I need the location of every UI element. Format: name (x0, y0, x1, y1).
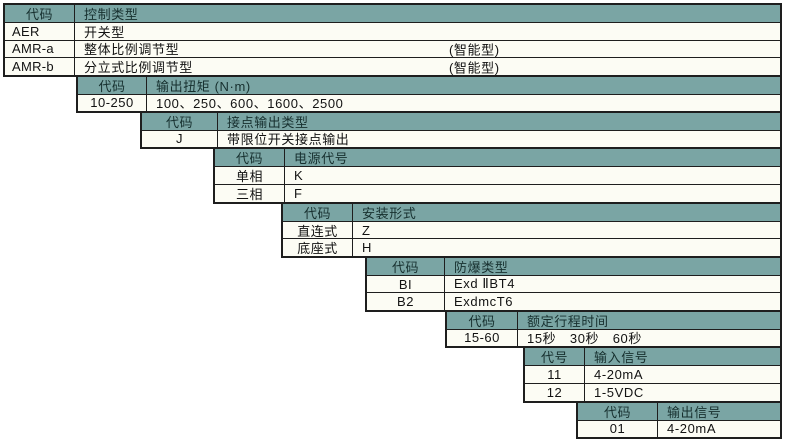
code-cell: AMR-b (5, 58, 75, 75)
code-cell: J (142, 130, 218, 147)
table-row: 底座式 H (283, 238, 780, 256)
desc-cell: 开关型 (84, 24, 125, 40)
table-row: 10-250 100、250、600、1600、2500 (78, 93, 780, 112)
header-code-cell: 代码 (215, 149, 285, 166)
desc-cell: 4-20mA (594, 367, 644, 382)
desc-cell: H (362, 240, 372, 256)
desc-cell: 100、250、600、1600、2500 (156, 96, 344, 112)
code-cell: 底座式 (283, 239, 353, 256)
table-row: 直连式 Z (283, 220, 780, 239)
header-row: 代码 接点输出类型 (142, 113, 780, 130)
block-rated-travel-time: 代码 额定行程时间 15-60 15秒 30秒 60秒 (445, 310, 782, 348)
header-code-cell: 代码 (5, 5, 75, 22)
header-row: 代码 电源代号 (215, 149, 780, 166)
desc-cell: 分立式比例调节型 (智能型) (75, 58, 780, 75)
code-cell: 直连式 (283, 221, 353, 239)
table-row: 12 1-5VDC (525, 383, 780, 401)
desc-cell: 带限位开关接点输出 (227, 132, 350, 148)
header-label-cell: 输出信号 (667, 404, 722, 420)
desc-cell: F (294, 186, 303, 201)
code-cell: 12 (525, 384, 585, 401)
header-label-cell: 额定行程时间 (527, 313, 609, 329)
desc-cell: 整体比例调节型 (智能型) (75, 41, 780, 58)
code-cell: AER (5, 22, 75, 40)
desc-cell: 4-20mA (667, 421, 717, 437)
table-row: AER 开关型 (5, 21, 780, 40)
header-label-cell: 防爆类型 (454, 259, 509, 275)
header-label-cell: 电源代号 (294, 151, 349, 166)
header-label-cell: 接点输出类型 (227, 114, 309, 130)
block-input-signal: 代号 输入信号 11 4-20mA 12 1-5VDC (523, 346, 782, 403)
header-row: 代码 防爆类型 (367, 258, 780, 275)
block-power-code: 代码 电源代号 单相 K 三相 F (213, 147, 782, 204)
header-label-cell: 输入信号 (594, 350, 649, 365)
code-cell: B2 (367, 293, 445, 311)
desc-cell: 1-5VDC (594, 385, 644, 400)
code-cell: AMR-a (5, 40, 75, 58)
table-row: J 带限位开关接点输出 (142, 129, 780, 148)
header-code-cell: 代码 (367, 258, 445, 275)
header-row: 代码 控制类型 (5, 5, 780, 22)
code-cell: 11 (525, 366, 585, 383)
block-output-torque: 代码 输出扭矩 (N·m) 10-250 100、250、600、1600、25… (76, 75, 782, 113)
block-control-type: 代码 控制类型 AER 开关型 AMR-a 整体比例调节型 (智能型) AMR-… (3, 3, 782, 77)
header-code-cell: 代码 (283, 204, 353, 221)
table-row: 01 4-20mA (578, 419, 780, 437)
header-label-cell: 输出扭矩 (N·m) (156, 78, 251, 94)
table-row: AMR-b 分立式比例调节型 (智能型) (5, 57, 780, 75)
code-cell: 三相 (215, 185, 285, 202)
header-row: 代号 输入信号 (525, 348, 780, 365)
code-cell: 01 (578, 420, 658, 437)
table-row: 三相 F (215, 184, 780, 202)
table-row: BI Exd ⅡBT4 (367, 274, 780, 293)
desc-cell: K (294, 168, 304, 183)
table-row: AMR-a 整体比例调节型 (智能型) (5, 39, 780, 58)
code-cell: BI (367, 275, 445, 293)
header-row: 代码 安装形式 (283, 204, 780, 221)
header-row: 代码 输出信号 (578, 403, 780, 420)
header-label-cell: 安装形式 (362, 205, 417, 221)
header-code-cell: 代号 (525, 348, 585, 365)
header-row: 代码 额定行程时间 (447, 312, 780, 329)
header-code-cell: 代码 (578, 403, 658, 420)
header-code-cell: 代码 (447, 312, 518, 329)
desc-text: 分立式比例调节型 (84, 60, 193, 76)
code-cell: 单相 (215, 167, 285, 184)
block-mounting-type: 代码 安装形式 直连式 Z 底座式 H (281, 202, 782, 258)
desc-cell: ExdmcT6 (454, 294, 514, 310)
table-row: B2 ExdmcT6 (367, 292, 780, 311)
table-row: 单相 K (215, 166, 780, 184)
block-explosion-proof-type: 代码 防爆类型 BI Exd ⅡBT4 B2 ExdmcT6 (365, 256, 782, 312)
desc-cell: 15秒 30秒 60秒 (527, 331, 642, 347)
header-label-cell: 控制类型 (84, 6, 139, 22)
block-output-signal: 代码 输出信号 01 4-20mA (576, 401, 782, 439)
block-contact-output: 代码 接点输出类型 J 带限位开关接点输出 (140, 111, 782, 149)
desc-cell: Exd ⅡBT4 (454, 276, 516, 291)
code-cell: 15-60 (447, 329, 518, 346)
smart-type-note: (智能型) (449, 42, 500, 58)
smart-type-note: (智能型) (449, 60, 500, 76)
table-row: 11 4-20mA (525, 365, 780, 383)
header-code-cell: 代码 (142, 113, 218, 130)
header-row: 代码 输出扭矩 (N·m) (78, 77, 780, 94)
desc-text: 整体比例调节型 (84, 42, 180, 58)
table-row: 15-60 15秒 30秒 60秒 (447, 328, 780, 347)
code-cell: 10-250 (78, 94, 147, 111)
header-code-cell: 代码 (78, 77, 147, 94)
desc-cell: Z (362, 222, 371, 238)
